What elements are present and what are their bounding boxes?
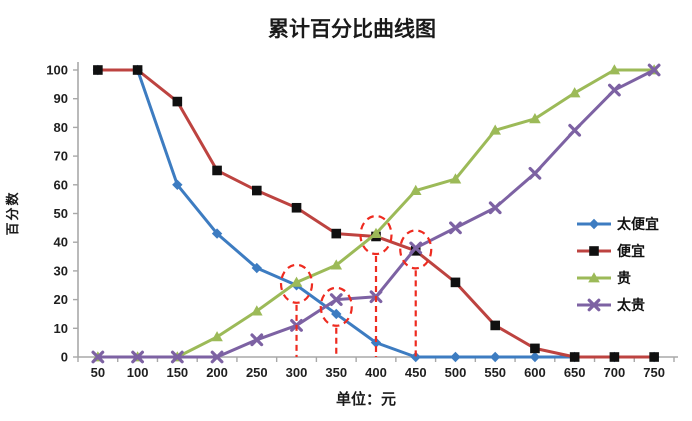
y-tick-label: 100	[46, 63, 68, 78]
y-tick-label: 80	[54, 120, 68, 135]
x-axis-ticks: 50 100 150 200 250 300 350 400 450 500 550 600 650 70…	[77, 357, 675, 380]
legend-label-too-expensive: 太贵	[617, 297, 645, 313]
legend-item-too-expensive: 太贵	[577, 297, 645, 313]
plot-area: 0 10 20 30 40 50 60 70 80 90 100 50 100 150 200 250 300 3…	[46, 62, 678, 380]
x-tick-label: 600	[524, 365, 546, 380]
x-tick-label: 100	[127, 365, 149, 380]
y-tick-label: 50	[54, 206, 68, 221]
x-tick-label: 500	[445, 365, 467, 380]
y-tick-label: 30	[54, 263, 68, 278]
y-tick-label: 70	[54, 149, 68, 164]
x-tick-label: 350	[325, 365, 347, 380]
intersection-circle	[319, 286, 353, 327]
y-tick-label: 40	[54, 235, 68, 250]
legend-label-too-cheap: 太便宜	[617, 216, 659, 232]
chart-title: 累计百分比曲线图	[268, 17, 436, 41]
series-line-too-cheap	[97, 68, 655, 359]
x-tick-label: 300	[286, 365, 308, 380]
x-tick-label: 450	[405, 365, 427, 380]
y-tick-label: 60	[54, 177, 68, 192]
y-axis-ticks: 0 10 20 30 40 50 60 70 80 90 100	[46, 63, 78, 365]
x-tick-label: 200	[206, 365, 228, 380]
intersection-circle	[359, 214, 393, 256]
x-tick-label: 50	[91, 365, 105, 380]
intersection-circle	[399, 229, 433, 270]
y-tick-label: 90	[54, 91, 68, 106]
series-line-expensive	[97, 68, 655, 359]
y-axis-title: 百分数	[5, 190, 20, 235]
intersection-circle	[279, 263, 314, 304]
series-line-cheap	[97, 68, 655, 359]
x-tick-label: 700	[604, 365, 626, 380]
x-tick-label: 250	[246, 365, 268, 380]
series-line-too-expensive	[97, 68, 655, 359]
legend-label-cheap: 便宜	[617, 243, 645, 259]
x-tick-label: 550	[484, 365, 506, 380]
y-tick-label: 10	[54, 321, 68, 336]
y-tick-label: 20	[54, 292, 68, 307]
legend-item-too-cheap: 太便宜	[577, 216, 659, 232]
legend-item-expensive: 贵	[577, 270, 631, 286]
x-tick-label: 650	[564, 365, 586, 380]
y-tick-label: 0	[61, 350, 68, 365]
legend-item-cheap: 便宜	[577, 243, 645, 259]
x-tick-label: 150	[166, 365, 188, 380]
x-tick-label: 750	[643, 365, 665, 380]
x-axis-title: 单位：元	[336, 390, 396, 408]
x-tick-label: 400	[365, 365, 387, 380]
legend-label-expensive: 贵	[617, 270, 631, 286]
intersection-annotations	[279, 214, 433, 357]
